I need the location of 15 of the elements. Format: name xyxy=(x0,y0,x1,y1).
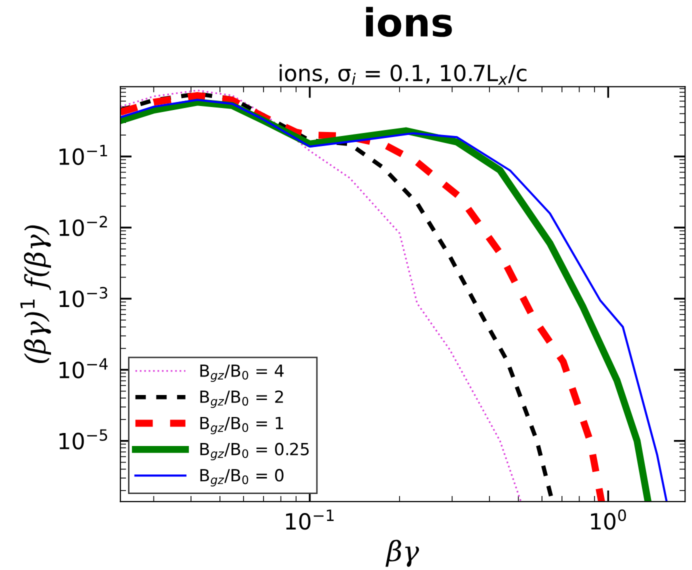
chart-subtitle: ions, σ$_{i}$ = 0.1, 10.7L$_{x}$/c xyxy=(280,64,526,85)
legend-label: B$_{gz}$/B$_{0}$ = 0 xyxy=(200,468,284,486)
legend-label: B$_{gz}$/B$_{0}$ = 0.25 xyxy=(200,442,309,460)
y-tick-label: 10$^{−2}$ xyxy=(60,216,107,236)
x-tick-label: 10$^{0}$ xyxy=(591,509,626,530)
y-tick-label: 10$^{−4}$ xyxy=(60,358,108,378)
legend-label: B$_{gz}$/B$_{0}$ = 4 xyxy=(200,364,284,382)
y-tick-label: 10$^{−5}$ xyxy=(60,429,108,450)
legend-label: B$_{gz}$/B$_{0}$ = 2 xyxy=(200,390,283,408)
y-axis-title: (βγ)$^{1}$ f(βγ) xyxy=(20,225,52,364)
legend-label: B$_{gz}$/B$_{0}$ = 1 xyxy=(200,416,284,434)
y-tick-label: 10$^{−1}$ xyxy=(60,144,108,166)
x-axis-title: βγ xyxy=(386,540,420,567)
y-tick-label: 10$^{−3}$ xyxy=(60,286,108,308)
chart-title: ions xyxy=(366,6,452,37)
